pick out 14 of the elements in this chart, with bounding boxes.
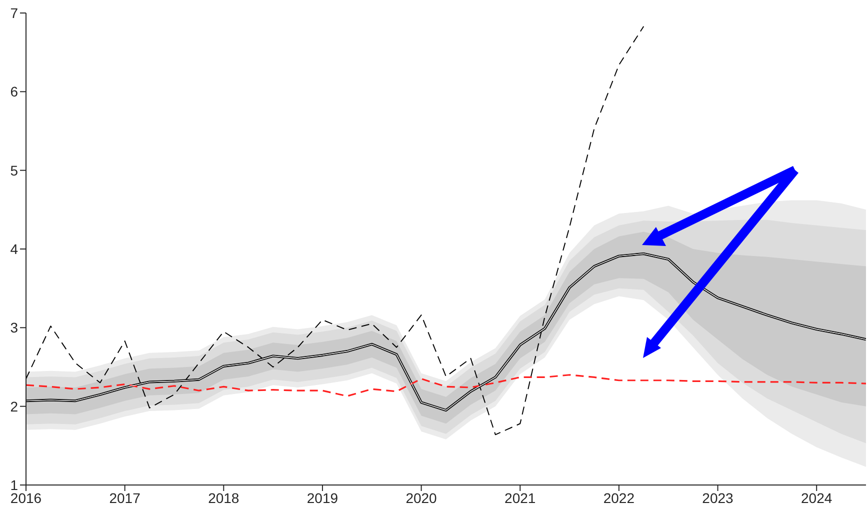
x-tick-label: 2021 (504, 490, 536, 506)
y-tick-label: 2 (10, 398, 18, 414)
x-tick-label: 2024 (801, 490, 832, 506)
x-tick-label: 2019 (306, 490, 338, 506)
x-tick-label: 2023 (702, 490, 734, 506)
y-tick-label: 7 (10, 4, 18, 21)
y-tick-label: 5 (10, 162, 18, 178)
y-tick-label: 6 (10, 84, 18, 100)
y-tick-label: 4 (10, 240, 18, 257)
y-tick-label: 3 (10, 320, 18, 336)
x-tick-label: 2017 (109, 490, 141, 506)
x-tick-label: 2018 (208, 490, 240, 506)
x-tick-label: 2020 (406, 490, 438, 506)
x-tick-label: 2022 (603, 490, 635, 506)
